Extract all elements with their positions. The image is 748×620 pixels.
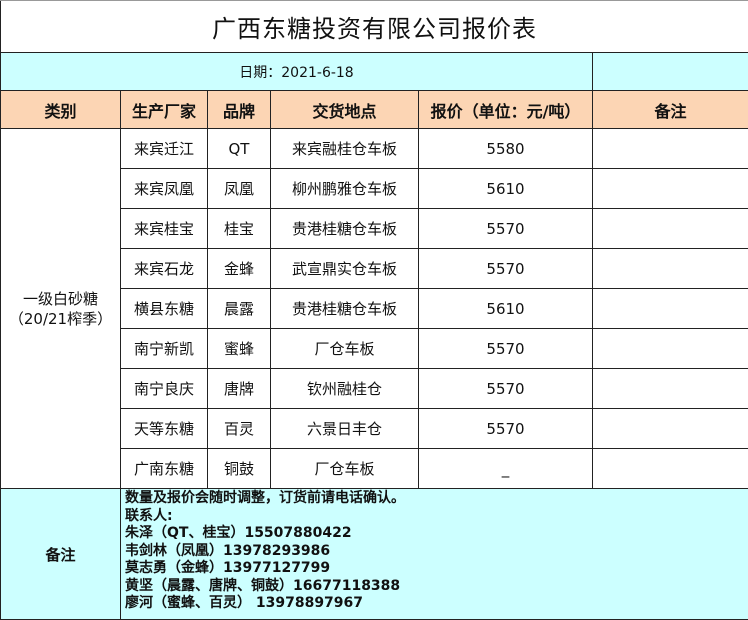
brand-cell: 唐牌	[207, 368, 271, 409]
footer-line: 韦剑林（凤凰）13978293986	[125, 542, 331, 559]
footer-line: 数量及报价会随时调整，订货前请电话确认。	[125, 490, 405, 506]
location-cell: 柳州鹏雅仓车板	[270, 168, 419, 209]
price-cell: 5610	[418, 168, 593, 209]
price-cell: 5580	[418, 128, 593, 169]
table-row: 横县东糖 晨露 贵港桂糖仓车板 5610	[1, 288, 748, 329]
category-season: （20/21榨季）	[8, 309, 113, 328]
remarks-cell	[591, 248, 748, 289]
factory-cell: 天等东糖	[120, 408, 208, 449]
price-cell: 5610	[418, 288, 593, 329]
remarks-cell	[591, 288, 748, 329]
price-cell: 5570	[418, 408, 593, 449]
location-cell: 钦州融桂仓	[270, 368, 419, 409]
factory-cell: 南宁良庆	[120, 368, 208, 409]
header-category: 类别	[0, 90, 121, 129]
date-blank-cell	[591, 52, 748, 91]
brand-cell: 铜鼓	[207, 448, 271, 489]
header-location: 交货地点	[270, 90, 419, 129]
brand-cell: 金蜂	[207, 248, 271, 289]
location-cell: 六景日丰仓	[270, 408, 419, 449]
footer-notes: 数量及报价会随时调整，订货前请电话确认。 联系人: 朱泽（QT、桂宝）15507…	[119, 488, 748, 620]
price-cell: 5570	[418, 248, 593, 289]
footer-line: 廖河（蜜蜂、百灵） 13978897967	[125, 595, 364, 611]
factory-cell: 广南东糖	[120, 448, 208, 489]
factory-cell: 来宾桂宝	[120, 208, 208, 249]
header-price: 报价（单位：元/吨）	[418, 90, 593, 129]
factory-cell: 来宾凤凰	[120, 168, 208, 209]
remarks-cell	[591, 368, 748, 409]
price-cell: 5570	[418, 368, 593, 409]
table-row: 天等东糖 百灵 六景日丰仓 5570	[1, 408, 748, 449]
factory-cell: 来宾石龙	[120, 248, 208, 289]
factory-cell: 横县东糖	[120, 288, 208, 329]
footer-line: 莫志勇（金蜂）13977127799	[125, 560, 331, 576]
footer-label: 备注	[0, 488, 121, 620]
page-title: 广西东糖投资有限公司报价表	[0, 0, 748, 53]
table-row: 来宾桂宝 桂宝 贵港桂糖仓车板 5570	[1, 208, 748, 249]
location-cell: 武宣鼎实仓车板	[270, 248, 419, 289]
price-cell: 5570	[418, 208, 593, 249]
category-cell: 一级白砂糖 （20/21榨季）	[0, 128, 121, 489]
brand-cell: 百灵	[207, 408, 271, 449]
table-row: 广南东糖 铜鼓 厂仓车板 _	[1, 448, 748, 489]
location-cell: 贵港桂糖仓车板	[270, 208, 419, 249]
footer-line: 朱泽（QT、桂宝）15507880422	[125, 525, 352, 541]
brand-cell: 桂宝	[207, 208, 271, 249]
location-cell: 厂仓车板	[270, 328, 419, 369]
brand-cell: 蜜蜂	[207, 328, 271, 369]
remarks-cell	[591, 208, 748, 249]
remarks-cell	[591, 328, 748, 369]
factory-cell: 来宾迁江	[120, 128, 208, 169]
location-cell: 贵港桂糖仓车板	[270, 288, 419, 329]
price-cell: 5570	[418, 328, 593, 369]
footer-line: 联系人:	[125, 507, 173, 524]
brand-cell: 凤凰	[207, 168, 271, 209]
header-remarks: 备注	[591, 90, 748, 129]
date-label: 日期：2021-6-18	[0, 52, 593, 91]
remarks-cell	[591, 168, 748, 209]
location-cell: 来宾融桂仓车板	[270, 128, 419, 169]
brand-cell: QT	[207, 128, 271, 169]
table-row: 来宾凤凰 凤凰 柳州鹏雅仓车板 5610	[1, 168, 748, 209]
footer-line: 黄坚（晨露、唐牌、铜鼓）16677118388	[125, 577, 401, 594]
table-row: 来宾石龙 金蜂 武宣鼎实仓车板 5570	[1, 248, 748, 289]
remarks-cell	[591, 128, 748, 169]
table-row: 一级白砂糖 （20/21榨季） 来宾迁江 QT 来宾融桂仓车板 5580	[0, 128, 748, 489]
header-brand: 品牌	[207, 90, 271, 129]
header-factory: 生产厂家	[120, 90, 208, 129]
remarks-cell	[591, 448, 748, 489]
remarks-cell	[591, 408, 748, 449]
brand-cell: 晨露	[207, 288, 271, 329]
factory-cell: 南宁新凯	[120, 328, 208, 369]
price-cell: _	[418, 448, 593, 489]
location-cell: 厂仓车板	[270, 448, 419, 489]
category-name: 一级白砂糖	[22, 289, 98, 308]
